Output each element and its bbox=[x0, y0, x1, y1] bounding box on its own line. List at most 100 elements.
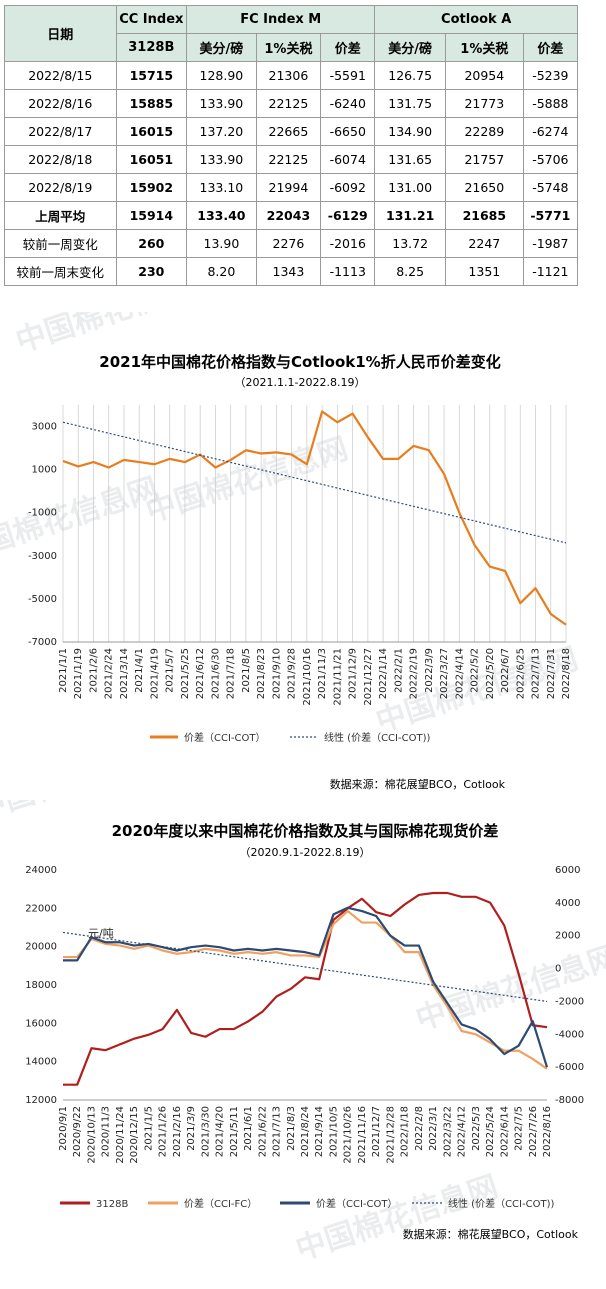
x-tick-label: 2022/3/9 bbox=[424, 648, 435, 693]
price-table: 日期 CC Index FC Index M Cotlook A 3128B 美… bbox=[4, 5, 579, 286]
legend: 价差（CCI-COT） 线性 (价差（CCI-COT)) bbox=[150, 731, 430, 744]
legend-label-fc: 价差（CCI-FC） bbox=[184, 1197, 257, 1210]
x-tick-label: 2021/8/5 bbox=[241, 648, 252, 693]
legend-label-trend: 线性 (价差（CCI-COT)) bbox=[324, 731, 430, 744]
table-cell: 134.90 bbox=[374, 117, 446, 146]
y2-tick-label: 0 bbox=[555, 964, 561, 975]
table-cell: 131.21 bbox=[374, 201, 446, 230]
x-tick-label: 2021/2/6 bbox=[88, 648, 99, 693]
table-cell: -6240 bbox=[320, 89, 376, 118]
header-tariff: 1%关税 bbox=[255, 33, 322, 62]
table-row: 较前一周变化 260 13.90 2276 -2016 13.72 2247 -1987 bbox=[4, 229, 579, 258]
x-tick-label: 2022/7/5 bbox=[514, 1106, 525, 1151]
chart-subtitle: （2020.9.1-2022.8.19） bbox=[240, 846, 371, 859]
x-tick-label: 2022/7/13 bbox=[531, 648, 542, 699]
table-cell: 2247 bbox=[444, 229, 524, 258]
x-tick-label: 2022/6/14 bbox=[499, 1106, 510, 1157]
x-tick-label: 2021/9/28 bbox=[287, 648, 298, 699]
x-tick-label: 2021/6/12 bbox=[195, 648, 206, 699]
chart-cci-and-diff-2020: 中国棉花信息网 中国棉花信息网 中国棉花信息网 2020年度以来中国棉花价格指数… bbox=[0, 800, 606, 1268]
table-cell: 133.90 bbox=[186, 89, 257, 118]
table-cell: -2016 bbox=[320, 229, 376, 258]
table-cell: 21650 bbox=[444, 173, 524, 202]
data-source: 数据来源：棉花展望BCO，Cotlook bbox=[330, 777, 506, 791]
x-tick-label: 2021/5/11 bbox=[229, 1106, 240, 1157]
x-tick-label: 2021/1/26 bbox=[158, 1106, 169, 1157]
table-cell: -5748 bbox=[522, 173, 579, 202]
y-tick-label: -7000 bbox=[28, 637, 57, 648]
x-tick-label: 2022/1/18 bbox=[400, 1106, 411, 1157]
table-cell: 15885 bbox=[115, 89, 188, 118]
header-usd: 美分/磅 bbox=[186, 33, 257, 62]
y-tick-label: -5000 bbox=[28, 594, 57, 605]
table-cell: 131.00 bbox=[374, 173, 446, 202]
row-label: 较前一周末变化 bbox=[4, 257, 117, 286]
y2-tick-label: 6000 bbox=[555, 865, 580, 876]
header-fc-index: FC Index M bbox=[186, 5, 376, 34]
table-cell: -5706 bbox=[522, 145, 579, 174]
x-tick-label: 2022/3/1 bbox=[428, 1106, 439, 1151]
header-tariff2: 1%关税 bbox=[444, 33, 524, 62]
x-tick-label: 2020/10/13 bbox=[86, 1106, 97, 1164]
x-tick-label: 2021/2/16 bbox=[172, 1106, 183, 1157]
row-label: 2022/8/16 bbox=[4, 89, 117, 118]
legend-label-diff: 价差（CCI-COT） bbox=[184, 731, 265, 744]
x-tick-label: 2022/8/18 bbox=[561, 648, 572, 699]
table-cell: -6129 bbox=[320, 201, 376, 230]
table-cell: 137.20 bbox=[186, 117, 257, 146]
x-tick-label: 2021/9/14 bbox=[314, 1106, 325, 1157]
x-tick-label: 2020/11/3 bbox=[101, 1106, 112, 1157]
x-tick-label: 2022/7/26 bbox=[528, 1106, 539, 1157]
legend-label-3128b: 3128B bbox=[96, 1199, 128, 1210]
x-tick-label: 2021/12/7 bbox=[371, 1106, 382, 1157]
x-tick-label: 2021/1/1 bbox=[58, 648, 69, 693]
row-label: 较前一周变化 bbox=[4, 229, 117, 258]
table-row: 2022/8/18 16051 133.90 22125 -6074 131.65 2175… bbox=[4, 145, 579, 174]
x-tick-label: 2021/12/27 bbox=[363, 648, 374, 706]
y-tick-label: 14000 bbox=[25, 1057, 57, 1068]
x-tick-label: 2021/7/18 bbox=[226, 648, 237, 699]
table-cell: 131.65 bbox=[374, 145, 446, 174]
row-label: 上周平均 bbox=[4, 201, 117, 230]
y2-tick-label: -8000 bbox=[555, 1095, 584, 1106]
y-tick-label: 18000 bbox=[25, 980, 57, 991]
x-tick-label: 2021/4/1 bbox=[134, 648, 145, 693]
x-tick-label: 2022/4/14 bbox=[454, 648, 465, 699]
x-tick-label: 2021/8/3 bbox=[286, 1106, 297, 1151]
table-cell: 15914 bbox=[115, 201, 188, 230]
table-cell: -5591 bbox=[320, 61, 376, 90]
table-cell: 15902 bbox=[115, 173, 188, 202]
chart-title: 2021年中国棉花价格指数与Cotlook1%折人民币价差变化 bbox=[99, 353, 500, 371]
x-tick-label: 2022/3/22 bbox=[442, 1106, 453, 1157]
table-cell: 8.25 bbox=[374, 257, 446, 286]
table-cell: -6074 bbox=[320, 145, 376, 174]
series-line-0 bbox=[63, 891, 548, 1086]
series-line-3 bbox=[62, 931, 548, 1003]
x-tick-label: 2021/12/9 bbox=[348, 648, 359, 699]
x-tick-label: 2021/2/24 bbox=[104, 648, 115, 699]
x-tick-label: 2021/3/14 bbox=[119, 648, 130, 699]
x-tick-label: 2021/11/21 bbox=[332, 648, 343, 706]
header-diff2: 价差 bbox=[522, 33, 579, 62]
x-tick-label: 2022/6/25 bbox=[515, 648, 526, 699]
table-cell: 13.72 bbox=[374, 229, 446, 258]
data-source: 数据来源：棉花展望BCO，Cotlook bbox=[403, 1227, 579, 1241]
table-cell: 260 bbox=[115, 229, 188, 258]
table-cell: 22665 bbox=[255, 117, 322, 146]
y2-tick-label: -4000 bbox=[555, 1029, 584, 1040]
table-cell: -6092 bbox=[320, 173, 376, 202]
table-cell: 133.40 bbox=[186, 201, 257, 230]
x-tick-label: 2021/6/1 bbox=[243, 1106, 254, 1151]
table-row: 上周平均 15914 133.40 22043 -6129 131.21 21685 -577… bbox=[4, 201, 579, 230]
row-label: 2022/8/19 bbox=[4, 173, 117, 202]
table-cell: 133.10 bbox=[186, 173, 257, 202]
header-diff: 价差 bbox=[320, 33, 376, 62]
chart-title: 2020年度以来中国棉花价格指数及其与国际棉花现货价差 bbox=[112, 822, 499, 840]
table-cell: 131.75 bbox=[374, 89, 446, 118]
table-row: 2022/8/16 15885 133.90 22125 -6240 131.75 2177… bbox=[4, 89, 579, 118]
y-tick-label: 3000 bbox=[32, 422, 57, 433]
x-tick-label: 2020/11/24 bbox=[115, 1106, 126, 1164]
x-tick-label: 2021/1/5 bbox=[143, 1106, 154, 1151]
table-cell: 22289 bbox=[444, 117, 524, 146]
watermark-layer: 中国棉花信息网 中国棉花信息网 中国棉花信息网 bbox=[0, 800, 606, 1268]
